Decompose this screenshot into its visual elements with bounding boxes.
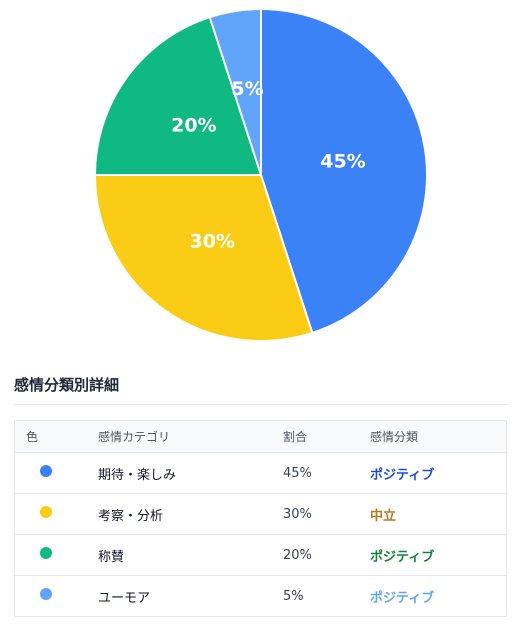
color-cell (15, 493, 98, 535)
ratio-cell: 45% (283, 452, 370, 494)
sentiment-cell: ポジティブ (370, 452, 506, 494)
category-cell: 称賛 (98, 534, 283, 576)
sentiment-table: 色 感情カテゴリ 割合 感情分類 期待・楽しみ 45% ポジティブ 考察・分析 … (15, 421, 506, 616)
color-cell (15, 534, 98, 576)
slice-label-2: 30% (189, 231, 234, 253)
color-cell (15, 452, 98, 494)
table-row: ユーモア 5% ポジティブ (15, 576, 506, 617)
color-dot (40, 506, 52, 518)
section-title: 感情分類別詳細 (14, 376, 120, 394)
sentiment-pie-chart: 45% 30% 20% 5% (93, 7, 428, 342)
category-cell: 考察・分析 (98, 493, 283, 535)
color-dot (40, 465, 52, 477)
header-color: 色 (15, 421, 98, 453)
color-dot (40, 588, 52, 600)
sentiment-table-container: 色 感情カテゴリ 割合 感情分類 期待・楽しみ 45% ポジティブ 考察・分析 … (14, 420, 507, 617)
section-divider (14, 404, 508, 405)
slice-label-4: 5% (231, 78, 263, 100)
ratio-cell: 20% (283, 534, 370, 576)
header-ratio: 割合 (283, 421, 370, 453)
pie-slice-1 (260, 7, 428, 335)
pie-chart-svg: 45% 30% 20% 5% (93, 7, 428, 342)
pie-slice-3 (93, 15, 263, 176)
pie-slice-2 (93, 174, 314, 342)
sentiment-cell: ポジティブ (370, 534, 506, 576)
sentiment-cell: ポジティブ (370, 590, 435, 606)
color-dot (40, 547, 52, 559)
ratio-cell: 30% (283, 493, 370, 535)
table-row: 期待・楽しみ 45% ポジティブ (15, 452, 506, 494)
slice-label-3: 20% (171, 115, 216, 137)
slice-label-1: 45% (320, 151, 365, 173)
pie-slice-4 (208, 7, 262, 176)
header-category: 感情カテゴリ (98, 421, 283, 453)
table-row: 考察・分析 30% 中立 (15, 493, 506, 535)
ratio-cell: 5% (283, 588, 304, 604)
color-cell (15, 576, 98, 617)
header-sentiment: 感情分類 (370, 421, 506, 453)
table-row: 称賛 20% ポジティブ (15, 534, 506, 576)
table-header-row: 色 感情カテゴリ 割合 感情分類 (15, 421, 506, 453)
category-cell: 期待・楽しみ (98, 452, 283, 494)
sentiment-cell: 中立 (370, 493, 506, 535)
category-cell: ユーモア (98, 590, 151, 606)
